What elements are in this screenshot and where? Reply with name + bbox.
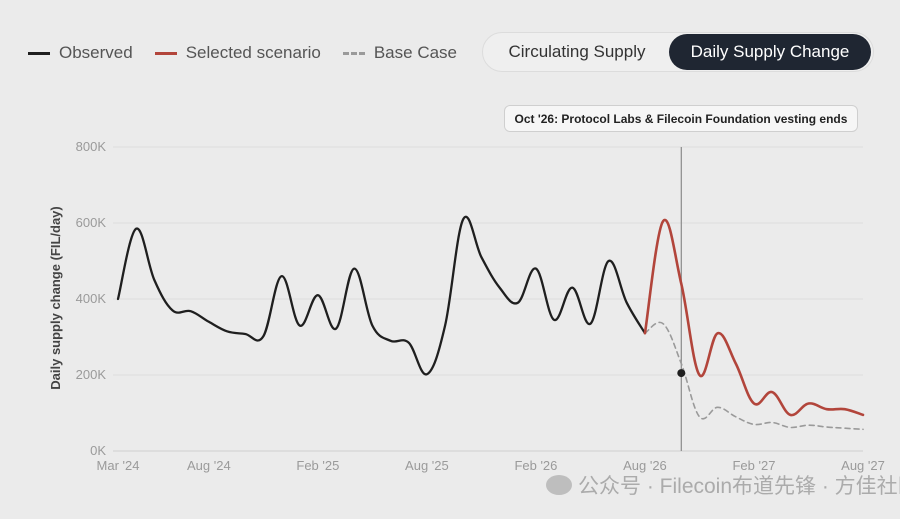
watermark-text: 公众号 · Filecoin布道先锋 · 方佳社区 xyxy=(578,475,900,498)
circulating-supply-tab[interactable]: Circulating Supply xyxy=(508,42,646,61)
vesting-annotation: Oct '26: Protocol Labs & Filecoin Founda… xyxy=(504,105,858,132)
selected-scenario-series-line xyxy=(643,218,865,417)
legend-label-observed: Observed xyxy=(59,43,133,62)
x-tick-label: Aug '25 xyxy=(405,458,449,473)
base-case-series-line xyxy=(644,321,864,431)
legend-item-selected-scenario[interactable]: Selected scenario xyxy=(154,43,321,63)
x-tick-label: Mar '24 xyxy=(97,458,140,473)
legend-label-base-case: Base Case xyxy=(373,43,458,62)
watermark: 公众号 · Filecoin布道先锋 · 方佳社区 xyxy=(546,470,900,500)
y-tick-label: 0K xyxy=(90,443,106,458)
view-toggle: Circulating Supply Daily Supply Change xyxy=(482,32,874,72)
grid-lines xyxy=(113,146,863,452)
x-tick-label: Aug '27 xyxy=(841,458,885,473)
y-axis-title: Daily supply change (FIL/day) xyxy=(48,206,63,389)
x-axis-ticks: Mar '24 Aug '24 Feb '25 Aug '25 Feb '26 Aug '… xyxy=(97,458,885,473)
vesting-end-marker-dot xyxy=(677,369,686,378)
observed-series-line xyxy=(116,215,647,376)
x-tick-label: Aug '26 xyxy=(623,458,667,473)
y-tick-label: 200K xyxy=(76,367,107,382)
chart-legend: Observed Selected scenario Base Case xyxy=(28,36,457,70)
daily-supply-change-tab[interactable]: Daily Supply Change xyxy=(669,34,871,70)
x-tick-label: Feb '25 xyxy=(296,458,339,473)
legend-swatch-base-case xyxy=(342,51,365,55)
y-tick-label: 800K xyxy=(76,139,107,154)
y-tick-label: 600K xyxy=(76,215,107,230)
wechat-logo-icon xyxy=(546,475,572,495)
series-lines xyxy=(116,215,865,431)
y-axis-ticks: 0K 200K 400K 600K 800K xyxy=(76,139,107,458)
legend-swatch-selected-scenario xyxy=(154,51,177,55)
legend-label-selected-scenario: Selected scenario xyxy=(185,43,321,62)
legend-item-base-case[interactable]: Base Case xyxy=(342,43,458,63)
y-tick-label: 400K xyxy=(76,291,107,306)
legend-swatch-observed xyxy=(28,51,50,55)
x-tick-label: Aug '24 xyxy=(187,458,231,473)
legend-item-observed[interactable]: Observed xyxy=(28,43,133,63)
x-tick-label: Feb '26 xyxy=(514,458,557,473)
x-tick-label: Feb '27 xyxy=(732,458,775,473)
